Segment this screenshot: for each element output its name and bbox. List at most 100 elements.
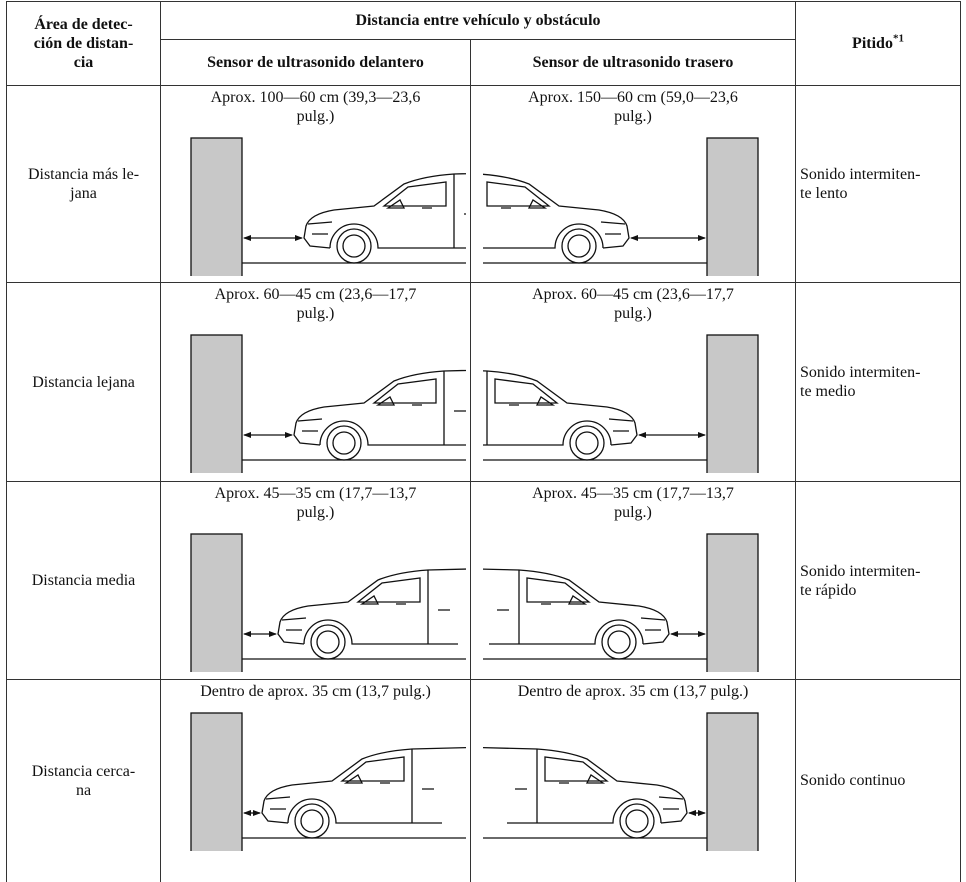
car — [302, 173, 466, 264]
wheel-hub — [331, 431, 356, 455]
rear-range: Dentro de aprox. 35 cm (13,7 pulg.) — [517, 683, 749, 700]
wheel-hub — [575, 431, 599, 455]
illustration — [483, 712, 759, 851]
header-area: Área de detec- ción de distan- cia — [6, 1, 161, 86]
front-cell: Aprox. 45—35 cm (17,7—13,7 pulg.) — [160, 481, 471, 680]
car — [483, 746, 688, 839]
car-body — [483, 173, 630, 249]
rear-range: Aprox. 60—45 cm (23,6—17,7 pulg.) — [532, 286, 734, 322]
header-distance: Distancia entre vehículo y obstáculo — [160, 1, 796, 40]
wheel-hub — [315, 630, 340, 654]
scene — [483, 533, 759, 672]
rear-range: Aprox. 150—60 cm (59,0—23,6 pulg.) — [528, 89, 738, 125]
area-cell: Distancia lejana — [6, 282, 161, 482]
car-details — [515, 774, 684, 810]
car-body — [302, 173, 466, 249]
header-beep: Pitido*1 — [795, 1, 961, 86]
front-cell: Aprox. 60—45 cm (23,6—17,7 pulg.) — [160, 282, 471, 482]
car-window — [355, 577, 421, 603]
wheel — [335, 228, 372, 264]
wall — [189, 712, 243, 851]
wheel — [561, 228, 597, 264]
wheel — [569, 425, 605, 461]
beep-cell: Sonido intermiten- te rápido — [795, 481, 961, 680]
illustration — [189, 334, 466, 473]
wall — [706, 334, 759, 473]
wheel-hub — [299, 809, 324, 833]
rear-cell: Dentro de aprox. 35 cm (13,7 pulg.) — [470, 679, 796, 882]
front-range: Aprox. 45—35 cm (17,7—13,7 pulg.) — [214, 485, 417, 521]
wall — [706, 533, 759, 672]
table-row: Distancia lejana Aprox. 60—45 cm (23,6—17… — [6, 282, 961, 482]
front-range: Aprox. 100—60 cm (39,3—23,6 pulg.) — [210, 89, 421, 125]
table-row: Distancia más le- jana Aprox. 100—60 cm (… — [6, 85, 961, 283]
car-details — [281, 595, 450, 631]
rear-cell: Aprox. 60—45 cm (23,6—17,7 pulg.) — [470, 282, 796, 482]
car-window — [494, 378, 559, 404]
scene — [483, 334, 759, 473]
scene — [483, 712, 759, 851]
front-range: Aprox. 60—45 cm (23,6—17,7 pulg.) — [214, 286, 417, 322]
illustration — [189, 712, 466, 851]
illustration — [483, 137, 759, 276]
car-window — [526, 577, 591, 603]
car-window — [486, 181, 551, 207]
rear-range: Aprox. 45—35 cm (17,7—13,7 pulg.) — [532, 485, 734, 521]
scene — [189, 712, 466, 851]
car-window — [544, 756, 609, 782]
wheel — [325, 425, 362, 461]
area-cell: Distancia media — [6, 481, 161, 680]
table-row: Distancia cerca- na Dentro de aprox. 35 c… — [6, 679, 961, 882]
scene — [189, 533, 466, 672]
car-body — [483, 370, 638, 446]
header-rear: Sensor de ultrasonido trasero — [470, 39, 796, 86]
rear-cell: Aprox. 150—60 cm (59,0—23,6 pulg.) — [470, 85, 796, 283]
illustration — [189, 533, 466, 672]
wheel-hub — [607, 630, 631, 654]
header-beep-text: Pitido — [852, 35, 893, 52]
wall — [189, 334, 243, 473]
beep-cell: Sonido intermiten- te medio — [795, 282, 961, 482]
scene — [483, 137, 759, 276]
car — [483, 370, 638, 461]
area-cell: Distancia más le- jana — [6, 85, 161, 283]
car-body — [260, 746, 466, 824]
car-window — [381, 181, 447, 207]
car-body — [483, 746, 688, 824]
footnote-ref: *1 — [892, 32, 904, 45]
car-details — [509, 396, 634, 432]
illustration — [483, 334, 759, 473]
wheel — [293, 803, 330, 839]
car — [292, 369, 466, 461]
car-details — [265, 774, 434, 810]
illustration — [483, 533, 759, 672]
scene — [189, 137, 466, 276]
car — [276, 568, 466, 660]
distance-table: Área de detec- ción de distan- cia Dista… — [6, 1, 961, 882]
area-cell: Distancia cerca- na — [6, 679, 161, 882]
rear-cell: Aprox. 45—35 cm (17,7—13,7 pulg.) — [470, 481, 796, 680]
wall — [706, 712, 759, 851]
car-body — [483, 568, 670, 645]
front-cell: Dentro de aprox. 35 cm (13,7 pulg.) — [160, 679, 471, 882]
car-details — [497, 595, 666, 631]
car-details — [297, 396, 466, 432]
beep-cell: Sonido continuo — [795, 679, 961, 882]
wheel — [601, 624, 637, 660]
table-row: Distancia media Aprox. 45—35 cm (17,7—13,… — [6, 481, 961, 680]
wheel — [309, 624, 346, 660]
front-range: Dentro de aprox. 35 cm (13,7 pulg.) — [200, 683, 431, 700]
car-details — [501, 199, 626, 235]
car — [483, 568, 670, 660]
car-body — [276, 568, 466, 645]
beep-cell: Sonido intermiten- te lento — [795, 85, 961, 283]
car-body — [292, 369, 466, 446]
car-window — [339, 756, 405, 782]
wall — [706, 137, 759, 276]
wheel-hub — [567, 234, 591, 258]
wall — [189, 137, 243, 276]
illustration — [189, 137, 466, 276]
wheel-hub — [625, 809, 649, 833]
car-details — [307, 199, 466, 235]
